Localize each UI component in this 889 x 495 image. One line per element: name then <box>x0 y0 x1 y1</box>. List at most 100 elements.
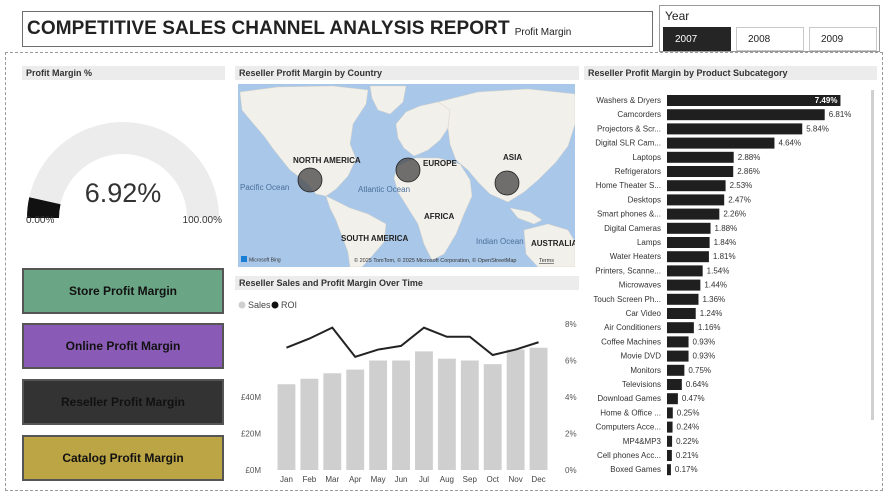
year-option-2008[interactable]: 2008 <box>736 27 804 51</box>
bar-data-label: 1.36% <box>702 295 725 304</box>
bar-data-label: 1.16% <box>698 323 721 332</box>
subcategory-bar[interactable] <box>667 95 841 106</box>
bing-logo-text: Microsoft Bing <box>249 258 281 264</box>
subcategory-bar[interactable] <box>667 166 734 177</box>
subcategory-bar[interactable] <box>667 194 725 206</box>
subcategory-bar[interactable] <box>667 109 825 121</box>
subcategory-bar[interactable] <box>667 464 671 476</box>
subcategory-bar[interactable] <box>667 123 803 135</box>
subcategory-bar[interactable] <box>667 421 673 433</box>
report-canvas-border <box>5 52 883 491</box>
sales-bar[interactable] <box>529 347 548 470</box>
category-label: Touch Screen Ph... <box>593 295 661 304</box>
subcategory-bar[interactable] <box>667 137 775 149</box>
bar-data-label: 0.22% <box>676 437 699 446</box>
sales-bar[interactable] <box>392 360 410 471</box>
year-option-2009[interactable]: 2009 <box>809 27 877 51</box>
world-map[interactable]: NORTH AMERICA EUROPE ASIA AFRICA SOUTH A… <box>238 84 575 267</box>
subcategory-bar[interactable] <box>667 265 703 277</box>
y-left-tick: £0M <box>245 466 261 475</box>
sales-bar[interactable] <box>369 360 388 471</box>
indonesia-landmass <box>509 207 543 225</box>
asia-bubble[interactable] <box>494 170 520 196</box>
bing-logo-icon <box>241 256 247 262</box>
sales-bar[interactable] <box>323 373 342 470</box>
subcategory-bar[interactable] <box>667 450 672 461</box>
bar-data-label: 0.93% <box>693 352 716 361</box>
category-label: Smart phones &... <box>597 210 661 219</box>
label-pacific-ocean: Pacific Ocean <box>240 183 289 192</box>
bar-data-label: 0.93% <box>693 337 716 346</box>
category-label: Washers & Dryers <box>596 96 661 105</box>
bar-data-label: 1.54% <box>707 266 730 275</box>
subcategory-bar[interactable] <box>667 251 709 263</box>
subcategory-bar[interactable] <box>667 237 710 248</box>
subcategory-bar[interactable] <box>667 336 689 348</box>
subcategory-bar[interactable] <box>667 350 689 362</box>
bar-data-label: 0.64% <box>686 380 709 389</box>
subcategory-bar[interactable] <box>667 293 699 305</box>
map-terms-link[interactable]: Terms <box>539 258 554 264</box>
roi-line[interactable] <box>286 326 539 359</box>
map-title: Reseller Profit Margin by Country <box>235 66 579 80</box>
gauge-panel: 6.92% 0.00% 100.00% <box>22 82 225 258</box>
subcategory-bar[interactable] <box>667 279 701 291</box>
subcategory-bar[interactable] <box>667 208 720 220</box>
map-panel[interactable]: NORTH AMERICA EUROPE ASIA AFRICA SOUTH A… <box>238 84 575 267</box>
label-north-america: NORTH AMERICA <box>293 156 361 165</box>
category-label: Microwaves <box>619 281 661 290</box>
reseller-profit-margin-button[interactable]: Reseller Profit Margin <box>22 379 224 425</box>
catalog-profit-margin-button[interactable]: Catalog Profit Margin <box>22 435 224 481</box>
subcategory-bar[interactable] <box>667 222 711 234</box>
category-label: Projectors & Scr... <box>597 124 661 133</box>
category-label: Car Video <box>626 309 662 318</box>
x-tick-label: Sep <box>463 475 478 484</box>
x-tick-label: May <box>371 475 386 484</box>
bar-data-label: 0.21% <box>676 451 699 460</box>
sales-bar[interactable] <box>506 349 525 470</box>
x-tick-label: Apr <box>349 475 362 484</box>
label-asia: ASIA <box>503 153 522 162</box>
subcategory-bar[interactable] <box>667 180 726 192</box>
online-profit-margin-button[interactable]: Online Profit Margin <box>22 323 224 369</box>
sales-bar[interactable] <box>300 378 319 470</box>
subcategory-bar[interactable] <box>667 364 685 376</box>
y-left-tick: £20M <box>241 430 261 439</box>
sales-bar[interactable] <box>437 358 456 470</box>
subcategory-bar[interactable] <box>667 308 696 319</box>
store-profit-margin-button[interactable]: Store Profit Margin <box>22 268 224 314</box>
year-option-2007[interactable]: 2007 <box>663 27 731 51</box>
scrollbar-thumb[interactable] <box>871 90 874 420</box>
europe-bubble[interactable] <box>395 157 421 183</box>
x-tick-label: Mar <box>325 475 339 484</box>
gauge-value: 6.92% <box>85 178 162 208</box>
subcategory-bar[interactable] <box>667 151 734 163</box>
sales-bar[interactable] <box>460 360 479 471</box>
label-australia: AUSTRALIA <box>531 239 575 248</box>
bar-data-label: 0.25% <box>677 408 700 417</box>
x-tick-label: Aug <box>440 475 454 484</box>
sales-bar[interactable] <box>415 351 433 470</box>
gauge-track <box>27 122 219 218</box>
label-europe: EUROPE <box>423 159 457 168</box>
sales-bar[interactable] <box>277 384 296 470</box>
bar-data-label: 2.53% <box>730 181 753 190</box>
year-slicer-label: Year <box>665 9 690 23</box>
bar-data-label: 7.49% <box>815 96 838 105</box>
south-america-landmass <box>325 195 387 267</box>
report-title-box: COMPETITIVE SALES CHANNEL ANALYSIS REPOR… <box>22 11 653 47</box>
x-tick-label: Jul <box>419 475 429 484</box>
subcategory-bar[interactable] <box>667 379 682 390</box>
legend-roi-label: ROI <box>281 300 297 310</box>
north-america-bubble[interactable] <box>297 167 323 193</box>
subcategory-bar[interactable] <box>667 435 673 447</box>
category-label: Computers Acce... <box>596 423 661 432</box>
subcategory-bar[interactable] <box>667 322 694 334</box>
subcategory-bar[interactable] <box>667 407 673 419</box>
bar-data-label: 0.24% <box>677 423 700 432</box>
subcategory-bar[interactable] <box>667 393 678 405</box>
legend-roi-marker <box>271 301 279 309</box>
sales-bar[interactable] <box>346 369 365 470</box>
combo-chart-title: Reseller Sales and Profit Margin Over Ti… <box>235 276 579 290</box>
sales-bar[interactable] <box>483 364 502 470</box>
